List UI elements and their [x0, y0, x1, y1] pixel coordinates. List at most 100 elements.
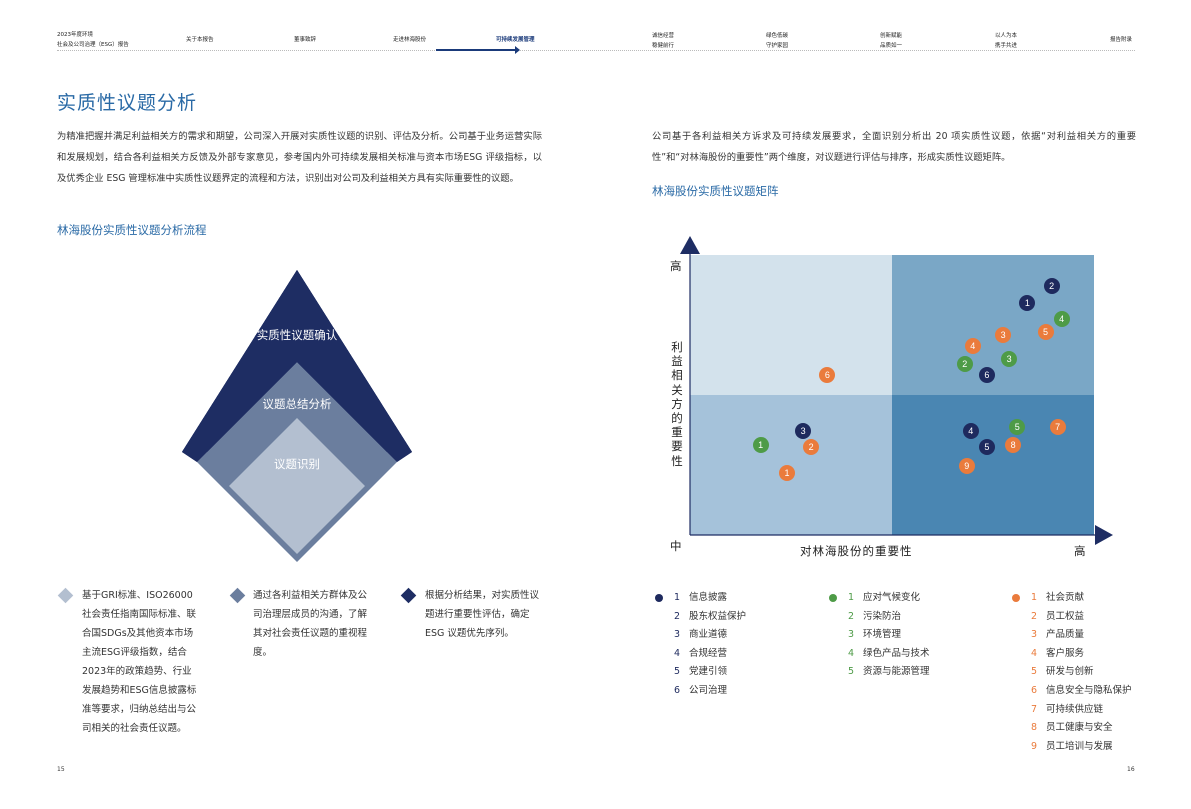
legend-item-label: 污染防治 — [863, 610, 902, 622]
legend-environment-dot-icon — [829, 594, 837, 602]
intro-paragraph-left: 为精准把握并满足利益相关方的需求和期望，公司深入开展对实质性议题的识别、评估及分… — [57, 131, 542, 184]
legend-item-number: 8 — [1031, 722, 1038, 734]
legend-governance-dot-icon — [655, 594, 663, 602]
matrix-point-environment-2: 2 — [956, 356, 973, 373]
legend-item-environment-1: 1 应对气候变化 — [829, 589, 930, 608]
page-number-right: 16 — [1127, 766, 1135, 773]
x-axis-high-label: 高 — [1074, 544, 1086, 558]
nav-appendix[interactable]: 报告附录 — [1110, 37, 1133, 43]
report-title: 2023年度环境 社会及公司治理（ESG）报告 — [57, 30, 129, 50]
legend-item-environment-4: 4 绿色产品与技术 — [848, 645, 930, 664]
legend-item-label: 研发与创新 — [1046, 666, 1094, 678]
legend-item-number: 5 — [848, 666, 855, 678]
matrix-point-environment-1: 1 — [752, 437, 769, 454]
legend-item-number: 3 — [848, 629, 855, 641]
nav-chairman-message[interactable]: 董事致辞 — [294, 37, 317, 43]
legend-item-number: 6 — [674, 684, 681, 696]
legend-item-social-8: 8 员工健康与安全 — [1031, 719, 1132, 738]
legend-item-label: 社会贡献 — [1046, 592, 1085, 603]
legend-item-governance-6: 6 公司治理 — [674, 682, 746, 701]
nav-sustainability-management[interactable]: 可持续发展管理 — [496, 37, 535, 43]
legend-item-label: 产品质量 — [1046, 629, 1085, 641]
nav-green-line2: 守护家园 — [766, 43, 789, 49]
matrix-point-social-2: 2 — [803, 438, 820, 455]
nav-about-report[interactable]: 关于本报告 — [186, 37, 214, 43]
nav-people-line2: 携手共进 — [995, 43, 1018, 49]
legend-item-governance-4: 4 合规经营 — [674, 645, 746, 664]
nav-people-line1: 以人为本 — [995, 33, 1018, 39]
legend-item-label: 信息安全与隐私保护 — [1046, 684, 1132, 696]
legend-item-number: 4 — [1031, 647, 1038, 659]
legend-item-environment-5: 5 资源与能源管理 — [848, 663, 930, 682]
legend-item-number: 5 — [1031, 666, 1038, 678]
origin-label: 中 — [670, 539, 682, 553]
legend-item-social-2: 2 员工权益 — [1031, 608, 1132, 627]
legend-item-label: 资源与能源管理 — [863, 666, 930, 678]
legend-item-number: 9 — [1031, 740, 1038, 752]
nav-innovation-line1: 创新赋能 — [880, 33, 903, 39]
legend-item-number: 1 — [1031, 592, 1038, 603]
legend-environment: 1 应对气候变化 2 污染防治 3 环境管理 4 绿色产品与技术 5 资源与能源管理 — [829, 589, 930, 682]
header-divider-right — [520, 50, 1135, 51]
matrix-point-social-3: 3 — [995, 326, 1012, 343]
matrix-point-environment-3: 3 — [1001, 350, 1018, 367]
quadrant-bottom-right — [892, 395, 1094, 535]
legend-item-social-9: 9 员工培训与发展 — [1031, 738, 1132, 757]
nav-green[interactable]: 绿色低碳 守护家园 — [766, 31, 788, 51]
legend-item-number: 5 — [674, 666, 681, 678]
matrix-point-governance-5: 5 — [978, 438, 995, 455]
nav-innovation[interactable]: 创新赋能 品质如一 — [880, 31, 902, 51]
nav-active-indicator — [436, 49, 518, 51]
legend-item-number: 4 — [674, 647, 681, 659]
nav-integrity-line2: 稳健前行 — [652, 43, 675, 49]
x-axis-title: 对林海股份的重要性 — [800, 544, 913, 558]
legend-item-number: 4 — [848, 647, 855, 659]
page-number-left: 15 — [57, 766, 65, 773]
legend-item-label: 股东权益保护 — [689, 610, 747, 622]
legend-item-environment-2: 2 污染防治 — [848, 608, 930, 627]
step3-text: 根据分析结果，对实质性议题进行重要性评估，确定 ESG 议题优先序列。 — [425, 590, 540, 639]
process-title: 林海股份实质性议题分析流程 — [57, 223, 207, 237]
y-axis-high-label: 高 — [670, 259, 682, 273]
legend-governance: 1 信息披露 2 股东权益保护 3 商业道德 4 合规经营 5 党建引领 6 公司治理 — [655, 589, 747, 701]
legend-item-label: 员工权益 — [1046, 610, 1085, 622]
nav-company-intro[interactable]: 走进林海股份 — [393, 37, 427, 43]
legend-social-dot-icon — [1012, 594, 1020, 602]
nav-integrity[interactable]: 诚信经营 稳健前行 — [652, 31, 674, 51]
legend-item-number: 3 — [1031, 629, 1038, 641]
legend-item-social-7: 7 可持续供应链 — [1031, 701, 1132, 720]
matrix-point-governance-1: 1 — [1019, 294, 1036, 311]
legend-item-number: 2 — [848, 610, 855, 622]
matrix-point-social-7: 7 — [1049, 419, 1066, 436]
legend-item-social-4: 4 客户服务 — [1031, 645, 1132, 664]
nav-people[interactable]: 以人为本 携手共进 — [995, 31, 1017, 51]
matrix-point-governance-2: 2 — [1043, 277, 1060, 294]
matrix-point-social-8: 8 — [1005, 437, 1022, 454]
legend-item-number: 1 — [848, 592, 855, 603]
matrix-point-social-5: 5 — [1037, 324, 1054, 340]
legend-item-label: 员工培训与发展 — [1046, 740, 1113, 752]
legend-item-label: 可持续供应链 — [1046, 703, 1104, 715]
report-title-line2: 社会及公司治理（ESG）报告 — [57, 42, 129, 48]
legend-item-environment-3: 3 环境管理 — [848, 626, 930, 645]
nav-integrity-line1: 诚信经营 — [652, 33, 675, 39]
legend-item-number: 2 — [674, 610, 681, 622]
header-divider-left — [57, 50, 537, 51]
legend-item-label: 环境管理 — [863, 629, 902, 641]
matrix-point-social-9: 9 — [958, 458, 975, 475]
legend-item-social-1: 1 社会贡献 — [1012, 589, 1132, 608]
legend-item-label: 商业道德 — [689, 629, 728, 641]
legend-item-social-6: 6 信息安全与隐私保护 — [1031, 682, 1132, 701]
legend-item-governance-3: 3 商业道德 — [674, 626, 746, 645]
x-axis-arrow-icon — [1095, 525, 1113, 545]
matrix-point-social-1: 1 — [778, 465, 795, 482]
nav-innovation-line2: 品质如一 — [880, 43, 903, 49]
legend-item-governance-5: 5 党建引领 — [674, 663, 746, 682]
legend-item-number: 1 — [674, 592, 681, 603]
page-title: 实质性议题分析 — [57, 92, 198, 114]
nav-green-line1: 绿色低碳 — [766, 33, 789, 39]
matrix-title: 林海股份实质性议题矩阵 — [652, 184, 779, 198]
legend-item-label: 信息披露 — [689, 592, 728, 603]
step1-text: 基于GRI标准、ISO26000社会责任指南国际标准、联合国SDGs及其他资本市… — [82, 590, 197, 734]
y-axis-arrow-icon — [680, 236, 700, 254]
